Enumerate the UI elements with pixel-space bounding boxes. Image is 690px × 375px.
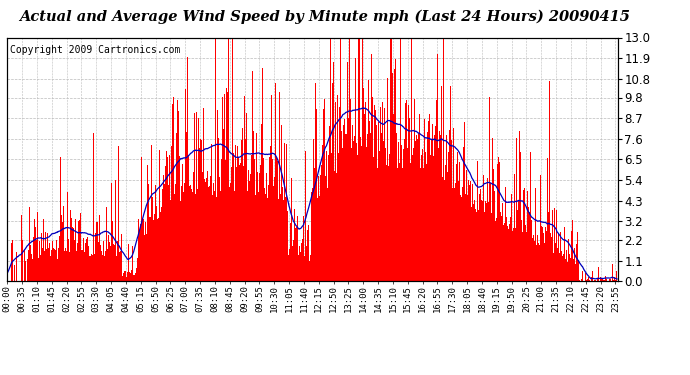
Text: Copyright 2009 Cartronics.com: Copyright 2009 Cartronics.com: [10, 45, 180, 55]
Text: Actual and Average Wind Speed by Minute mph (Last 24 Hours) 20090415: Actual and Average Wind Speed by Minute …: [19, 9, 630, 24]
